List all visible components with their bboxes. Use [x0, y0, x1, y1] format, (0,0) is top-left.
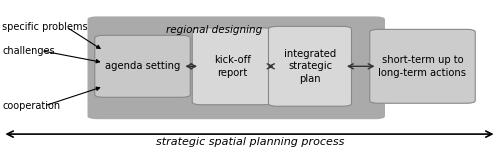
FancyBboxPatch shape — [268, 26, 351, 106]
Text: integrated
strategic
plan: integrated strategic plan — [284, 49, 336, 84]
FancyBboxPatch shape — [192, 28, 273, 105]
Text: kick-off
report: kick-off report — [214, 55, 251, 77]
FancyBboxPatch shape — [88, 16, 385, 119]
Text: short-term up to
long-term actions: short-term up to long-term actions — [378, 55, 466, 77]
Text: challenges: challenges — [2, 46, 55, 56]
Text: cooperation: cooperation — [2, 101, 60, 111]
Text: regional designing: regional designing — [166, 25, 262, 35]
FancyBboxPatch shape — [370, 29, 475, 103]
FancyBboxPatch shape — [94, 35, 190, 97]
Text: agenda setting: agenda setting — [105, 61, 180, 71]
Text: strategic spatial planning process: strategic spatial planning process — [156, 137, 344, 147]
Text: specific problems: specific problems — [2, 22, 88, 32]
